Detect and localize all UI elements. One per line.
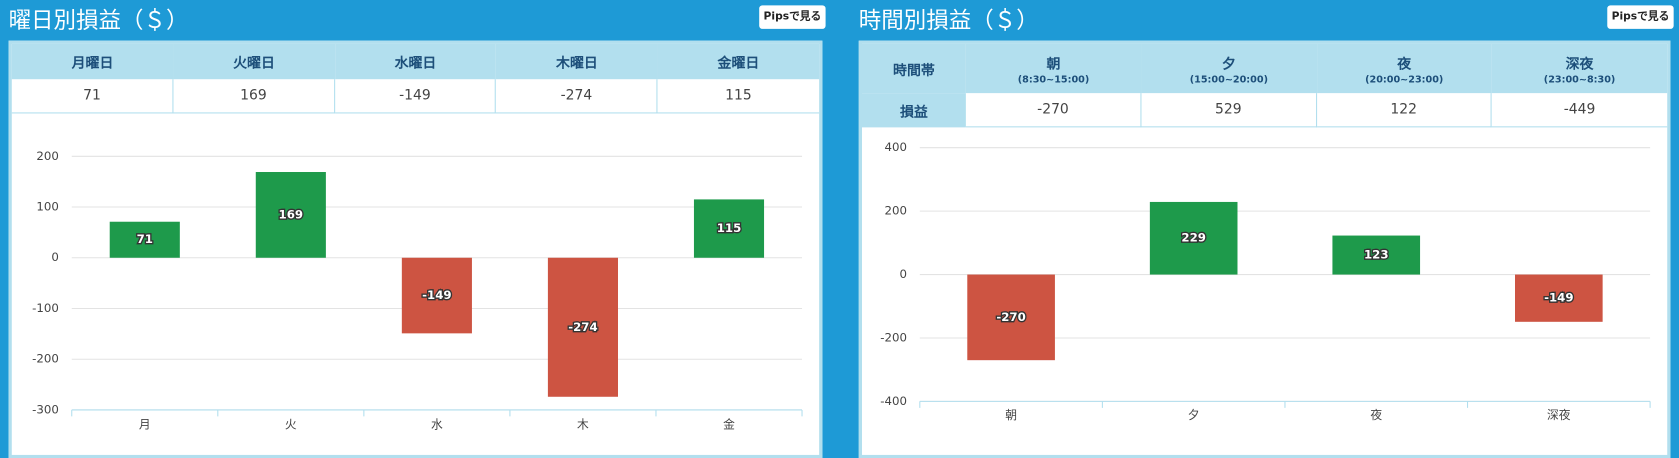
row-label: 損益 <box>861 93 966 128</box>
y-tick-label: 400 <box>884 140 906 154</box>
header-label: 朝 <box>1046 56 1061 73</box>
header-label: 夕 <box>1221 56 1236 73</box>
data-label: -149 <box>422 288 451 302</box>
table-cell: 529 <box>1141 93 1317 128</box>
table-header: 月曜日 <box>11 43 174 80</box>
header-sublabel: (8:30~15:00) <box>1017 74 1090 86</box>
panel-title: 曜日別損益（＄） <box>8 7 189 34</box>
y-tick-label: -300 <box>32 402 59 416</box>
table-header: 木曜日 <box>496 43 658 80</box>
bar <box>693 199 765 258</box>
bar <box>255 172 326 258</box>
x-tick-label: 水 <box>431 417 443 431</box>
header-label: 深夜 <box>1565 56 1594 73</box>
x-tick-label: 深夜 <box>1547 408 1571 422</box>
table-cell: 71 <box>11 79 174 114</box>
data-label: -270 <box>996 310 1025 324</box>
bar <box>1332 235 1421 275</box>
bar <box>109 221 180 258</box>
y-tick-label: -400 <box>880 394 907 408</box>
header-sublabel: (23:00~8:30) <box>1543 74 1616 86</box>
table-cell: -449 <box>1491 93 1668 128</box>
x-tick-label: 月 <box>139 417 151 431</box>
header-sublabel: (15:00~20:00) <box>1189 74 1268 86</box>
table-cell: -274 <box>496 79 658 114</box>
table-header: 火曜日 <box>173 43 335 80</box>
panel-title: 時間別損益（＄） <box>858 7 1039 34</box>
table-cell: -270 <box>965 93 1142 128</box>
table-cell: 115 <box>657 79 820 114</box>
pips-button[interactable]: Pipsで見る <box>1607 5 1674 29</box>
table-header: 水曜日 <box>334 43 497 80</box>
data-label: 169 <box>279 207 304 221</box>
data-label: 123 <box>1364 248 1389 262</box>
table-header: 夜 (20:00~23:00) <box>1316 43 1492 94</box>
x-tick-label: 夕 <box>1188 408 1200 422</box>
chart: -400 -200 0 200 400 朝 -270 夕 229 夜 123 深夜 -149 <box>880 140 1651 422</box>
table-header: 金曜日 <box>657 43 820 80</box>
x-tick-label: 朝 <box>1005 408 1017 422</box>
y-tick-label: -200 <box>32 352 59 366</box>
bar <box>1515 274 1603 322</box>
header-label: 夜 <box>1397 56 1412 73</box>
data-label: 115 <box>717 221 742 235</box>
y-tick-label: 0 <box>899 267 907 281</box>
data-label: -274 <box>568 320 597 334</box>
table-header: 深夜 (23:00~8:30) <box>1491 43 1668 94</box>
y-tick-label: -100 <box>32 301 59 315</box>
x-tick-label: 火 <box>285 417 297 431</box>
y-tick-label: -200 <box>880 330 907 344</box>
y-tick-label: 0 <box>51 250 59 264</box>
x-tick-label: 夜 <box>1370 408 1382 422</box>
table-header: 夕 (15:00~20:00) <box>1141 43 1317 94</box>
header-sublabel: (20:00~23:00) <box>1365 74 1444 86</box>
table-cell: 169 <box>173 79 335 114</box>
bar <box>967 274 1055 361</box>
x-tick-label: 金 <box>723 417 735 431</box>
table-cell: 122 <box>1316 93 1492 128</box>
panel: 月曜日 71 火曜日 169 水曜日 -149 木曜日 -274 金曜日 115 -300 -200-… <box>8 40 823 458</box>
bar <box>547 257 618 397</box>
row-label: 時間帯 <box>861 43 966 94</box>
table-header: 朝 (8:30~15:00) <box>965 43 1142 94</box>
y-tick-label: 100 <box>36 200 58 214</box>
bar <box>1149 201 1238 275</box>
y-tick-label: 200 <box>884 204 906 218</box>
panel: 時間帯 損益朝 (8:30~15:00) -270 夕 (15:00~20:00) 529 夜… <box>858 40 1671 458</box>
data-label: -149 <box>1544 291 1573 305</box>
x-tick-label: 木 <box>577 417 589 431</box>
data-label: 229 <box>1181 231 1206 245</box>
chart: -300 -200 -100 0 100 200 月 71 火 169 水 -149 木 -274 金 115 <box>32 149 803 431</box>
table-cell: -149 <box>334 79 497 114</box>
y-tick-label: 200 <box>36 149 58 163</box>
pips-button[interactable]: Pipsで見る <box>759 5 826 29</box>
data-label: 71 <box>137 232 153 246</box>
bar <box>401 257 472 334</box>
